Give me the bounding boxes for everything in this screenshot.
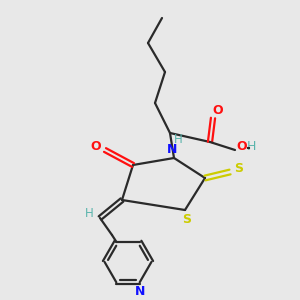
- Text: O: O: [212, 104, 223, 117]
- Text: S: S: [182, 213, 191, 226]
- Text: H: H: [174, 133, 183, 146]
- Text: H: H: [247, 140, 256, 154]
- Text: H: H: [85, 207, 94, 220]
- Text: N: N: [134, 285, 145, 298]
- Text: O: O: [91, 140, 101, 154]
- Text: O: O: [236, 140, 247, 154]
- Text: N: N: [167, 143, 178, 156]
- Text: S: S: [235, 163, 244, 176]
